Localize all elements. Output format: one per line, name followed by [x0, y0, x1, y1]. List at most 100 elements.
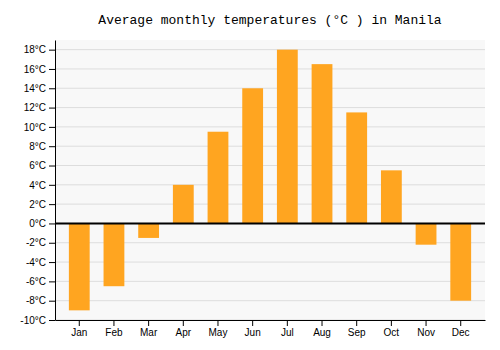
x-tick: May: [209, 320, 228, 338]
y-tick: -2°C: [26, 237, 55, 248]
plot: -10°C -8°C -6°C -4°C -2°C 0°C 2°C 4°C 6°C 8°C 10°C…: [20, 40, 485, 338]
y-tick: 4°C: [29, 180, 55, 191]
y-tick-label: 14°C: [24, 83, 46, 94]
y-tick-mark: [49, 166, 55, 167]
grid-line: [55, 165, 485, 166]
y-tick-mark: [49, 88, 55, 89]
y-tick-label: -6°C: [26, 276, 46, 287]
x-tick-label: Aug: [313, 327, 331, 338]
x-tick-label: Jul: [281, 327, 294, 338]
x-tick-mark: [426, 320, 427, 326]
chart: -10°C -8°C -6°C -4°C -2°C 0°C 2°C 4°C 6°C 8°C 10°C…: [0, 0, 500, 350]
y-axis: -10°C -8°C -6°C -4°C -2°C 0°C 2°C 4°C 6°C 8°C 10°C…: [20, 41, 55, 326]
y-tick-label: 0°C: [29, 218, 46, 229]
x-tick: Jul: [281, 320, 294, 338]
x-tick-mark: [252, 320, 253, 326]
y-tick: 0°C: [29, 218, 55, 229]
y-tick-mark: [49, 301, 55, 302]
bar: [138, 223, 159, 237]
y-tick-mark: [49, 146, 55, 147]
x-tick-mark: [391, 320, 392, 326]
y-tick-mark: [49, 281, 55, 282]
x-tick: Nov: [417, 320, 435, 338]
y-axis-line: [55, 41, 56, 321]
y-tick-label: 10°C: [24, 122, 46, 133]
y-tick: 16°C: [24, 64, 55, 75]
y-tick-label: 16°C: [24, 64, 46, 75]
grid-line: [55, 68, 485, 69]
bar: [242, 88, 263, 223]
y-tick-mark: [49, 320, 55, 321]
y-tick-mark: [49, 127, 55, 128]
grid-line: [55, 184, 485, 185]
bar: [381, 170, 402, 223]
x-tick-label: Nov: [417, 327, 435, 338]
y-tick-mark: [49, 69, 55, 70]
bar: [416, 223, 437, 244]
x-tick-label: May: [209, 327, 228, 338]
y-tick-mark: [49, 50, 55, 51]
bars: [55, 50, 485, 311]
y-tick: 18°C: [24, 44, 55, 55]
x-tick: Oct: [384, 320, 400, 338]
x-tick: Apr: [176, 320, 192, 338]
y-tick: -4°C: [26, 257, 55, 268]
y-tick-label: 8°C: [29, 141, 46, 152]
y-tick: -10°C: [20, 315, 55, 326]
x-tick-label: Dec: [452, 327, 470, 338]
bar: [277, 50, 298, 224]
y-tick-label: 4°C: [29, 180, 46, 191]
x-tick: Feb: [105, 320, 123, 338]
x-tick-label: Jan: [71, 327, 87, 338]
y-tick-mark: [49, 108, 55, 109]
y-tick: 14°C: [24, 83, 55, 94]
y-tick-label: 18°C: [24, 44, 46, 55]
x-tick-mark: [148, 320, 149, 326]
y-tick: 2°C: [29, 199, 55, 210]
grid-line: [55, 126, 485, 127]
x-tick: Dec: [452, 320, 470, 338]
x-tick: Jun: [245, 320, 261, 338]
x-tick-mark: [79, 320, 80, 326]
grid-line: [55, 320, 485, 321]
grid-line: [55, 204, 485, 205]
bar: [312, 64, 333, 223]
x-tick-label: Oct: [384, 327, 400, 338]
y-tick-mark: [49, 243, 55, 244]
y-tick-mark: [49, 204, 55, 205]
grid: [55, 50, 485, 320]
x-tick: Sep: [348, 320, 366, 338]
y-tick-label: 6°C: [29, 160, 46, 171]
grid-line: [55, 107, 485, 108]
y-tick-label: 12°C: [24, 102, 46, 113]
plot-background: [55, 40, 485, 320]
x-tick-mark: [356, 320, 357, 326]
zero-line: [55, 222, 485, 224]
x-tick: Aug: [313, 320, 331, 338]
y-tick-label: -2°C: [26, 237, 46, 248]
x-tick-mark: [183, 320, 184, 326]
bar: [69, 223, 90, 310]
x-tick: Jan: [71, 320, 87, 338]
grid-line: [55, 300, 485, 301]
y-tick-mark: [49, 185, 55, 186]
x-tick-mark: [322, 320, 323, 326]
x-tick-label: Apr: [176, 327, 192, 338]
grid-line: [55, 88, 485, 89]
y-tick: 8°C: [29, 141, 55, 152]
x-axis-line: [56, 320, 486, 321]
x-tick-mark: [287, 320, 288, 326]
x-tick-label: Mar: [140, 327, 158, 338]
y-tick-mark: [49, 262, 55, 263]
y-tick: -6°C: [26, 276, 55, 287]
y-tick-label: -10°C: [20, 315, 46, 326]
y-tick-label: 2°C: [29, 199, 46, 210]
bar: [173, 185, 194, 224]
x-tick-mark: [217, 320, 218, 326]
x-tick-label: Jun: [245, 327, 261, 338]
grid-line: [55, 49, 485, 50]
bar: [346, 112, 367, 223]
y-tick: 10°C: [24, 122, 55, 133]
y-tick-label: -8°C: [26, 295, 46, 306]
y-tick: 12°C: [24, 102, 55, 113]
